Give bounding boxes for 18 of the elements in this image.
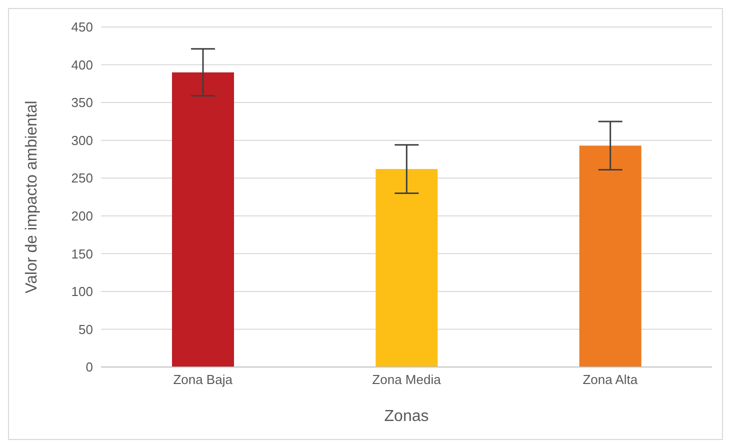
x-axis-title: Zonas (384, 408, 429, 425)
y-axis-title: Valor de impacto ambiental (24, 100, 41, 294)
bar (579, 146, 642, 367)
y-tick-label: 200 (71, 208, 93, 224)
y-tick-label: 150 (71, 246, 93, 262)
y-tick-label: 50 (78, 322, 93, 337)
bar (376, 169, 438, 367)
y-tick-label: 400 (71, 57, 93, 72)
y-tick-label: 100 (71, 284, 93, 300)
bar (172, 72, 234, 367)
x-tick-label: Zona Baja (173, 372, 234, 388)
y-tick-label: 250 (71, 170, 93, 186)
x-tick-label: Zona Alta (582, 372, 638, 388)
x-tick-label: Zona Media (372, 372, 442, 388)
y-tick-label: 0 (86, 360, 93, 375)
y-tick-label: 300 (71, 132, 93, 148)
y-tick-label: 450 (71, 20, 93, 35)
y-tick-label: 350 (71, 95, 93, 110)
